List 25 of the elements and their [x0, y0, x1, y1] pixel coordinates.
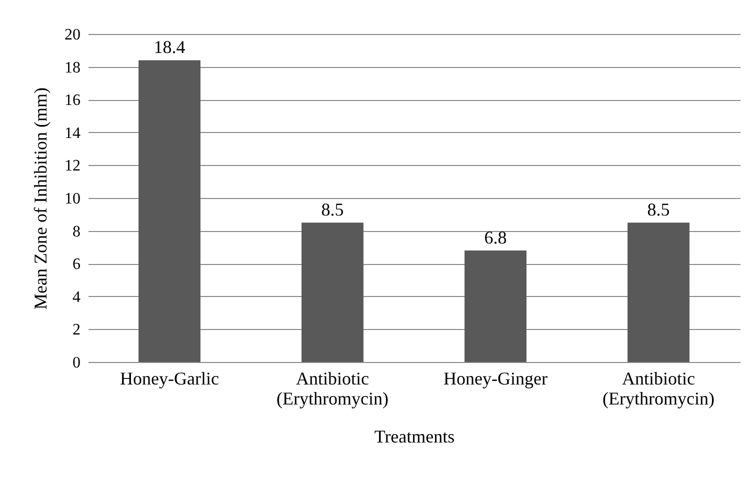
bar	[464, 250, 526, 362]
y-tick-label: 6	[72, 256, 80, 274]
data-label: 18.4	[154, 37, 186, 58]
y-tick-label: 2	[72, 322, 80, 339]
bar	[628, 222, 690, 362]
y-tick-label: 18	[64, 59, 80, 76]
x-tick-label: Honey-Garlic	[120, 368, 219, 388]
y-tick-label: 4	[72, 288, 80, 306]
data-label: 6.8	[484, 227, 507, 248]
x-tick-label: Antibiotic (Erythromycin)	[276, 368, 388, 408]
y-axis-title: Mean Zone of Inhibition (mm)	[30, 88, 50, 310]
bar	[138, 60, 200, 362]
y-tick-label: 8	[72, 223, 80, 240]
data-label: 8.5	[647, 200, 670, 220]
y-tick-label: 14	[64, 124, 80, 142]
y-tick-label: 16	[64, 92, 80, 110]
y-tick-label: 0	[72, 354, 80, 372]
x-axis-title: Treatments	[374, 426, 455, 446]
y-tick-label: 10	[64, 190, 80, 208]
y-tick-label: 12	[64, 158, 80, 175]
x-tick-label: Honey-Ginger	[444, 368, 548, 388]
data-label: 8.5	[321, 200, 344, 220]
bar	[302, 222, 364, 362]
x-tick-label: Antibiotic (Erythromycin)	[602, 368, 714, 408]
y-tick-label: 20	[64, 26, 80, 44]
